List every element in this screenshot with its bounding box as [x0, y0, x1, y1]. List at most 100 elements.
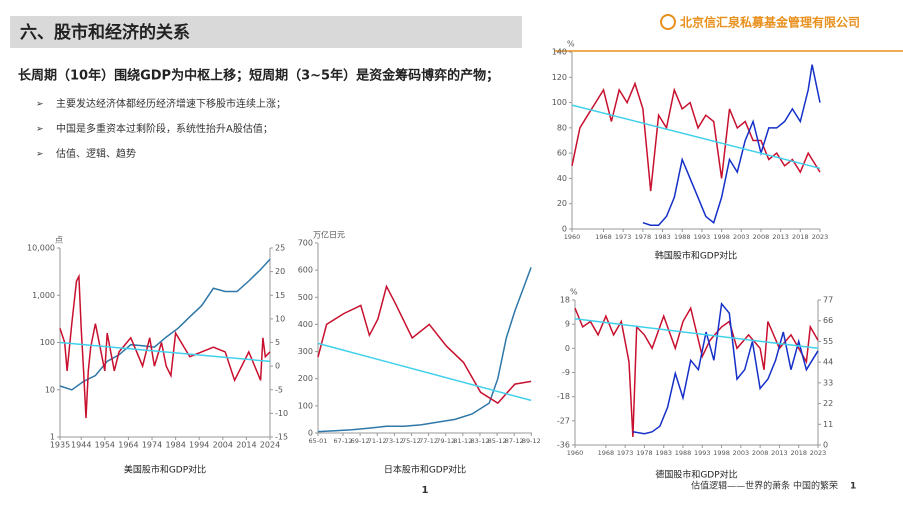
chart-caption: 美国股市和GDP对比	[124, 464, 206, 476]
y2-tick-label: 22	[823, 399, 833, 408]
y2-tick-label: -15	[275, 433, 288, 442]
x-tick-label: 2008	[752, 449, 769, 457]
series-line	[642, 64, 821, 226]
x-tick-label: 73-12	[385, 437, 404, 445]
x-tick-label: 1935	[50, 441, 70, 450]
series-line	[59, 273, 271, 419]
x-tick-label: 1944	[71, 441, 91, 450]
x-tick-label: 67-12	[334, 437, 353, 445]
x-tick-label: 2018	[792, 233, 809, 241]
y-axis-label: 万亿日元	[313, 230, 345, 240]
series-line	[59, 341, 271, 363]
x-tick-label: 1978	[636, 449, 653, 457]
x-tick-label: 1964	[118, 441, 138, 450]
y-tick-label: 600	[298, 266, 313, 275]
x-tick-label: 1960	[567, 449, 584, 457]
title-bar	[10, 16, 522, 48]
x-tick-label: 1978	[635, 233, 652, 241]
y2-tick-label: 0	[823, 441, 828, 450]
x-tick-label: 2013	[772, 233, 789, 241]
y2-tick-label: -10	[275, 409, 288, 418]
x-tick-label: 1988	[674, 233, 691, 241]
chart-caption: 德国股市和GDP对比	[655, 469, 737, 481]
slide-title: 六、股市和经济的关系	[20, 22, 190, 43]
series-line	[317, 284, 532, 405]
y2-tick-label: -5	[275, 385, 283, 394]
y2-tick-label: 25	[275, 244, 285, 253]
logo-mark	[660, 14, 676, 30]
x-tick-label: 1998	[713, 233, 730, 241]
y-tick-label: 10,000	[27, 244, 55, 253]
x-tick-label: 1993	[694, 449, 711, 457]
y-tick-label: 0	[308, 429, 313, 438]
chart-caption: 韩国股市和GDP对比	[655, 250, 737, 262]
x-tick-label: 89-12	[522, 437, 541, 445]
x-tick-label: 1968	[595, 233, 612, 241]
series-line	[317, 267, 532, 433]
x-tick-label: 2008	[753, 233, 770, 241]
x-tick-label: 2023	[810, 449, 827, 457]
y-tick-label: 200	[298, 374, 313, 383]
x-tick-label: 1994	[189, 441, 209, 450]
y2-tick-label: 33	[823, 378, 833, 387]
x-tick-label: 1983	[655, 449, 672, 457]
x-tick-label: 1954	[95, 441, 115, 450]
x-tick-label: 69-12	[351, 437, 370, 445]
y2-tick-label: 10	[275, 314, 285, 323]
x-tick-label: 1974	[142, 441, 162, 450]
y-tick-label: 100	[552, 98, 567, 107]
x-tick-label: 2003	[733, 449, 750, 457]
bullet-arrow: ➢	[36, 125, 44, 135]
x-tick-label: 71-12	[368, 437, 387, 445]
y2-tick-label: 5	[275, 338, 280, 347]
y-tick-label: 80	[557, 123, 567, 132]
y2-tick-label: 66	[823, 316, 833, 325]
y-tick-label: 300	[298, 347, 313, 356]
y-tick-label: -36	[557, 441, 570, 450]
x-tick-label: 1988	[675, 449, 692, 457]
x-tick-label: 2013	[771, 449, 788, 457]
x-tick-label: 85-12	[488, 437, 507, 445]
x-tick-label: 1984	[165, 441, 185, 450]
bullet-arrow: ➢	[36, 150, 44, 160]
y2-tick-label: 77	[823, 296, 833, 305]
y-axis-label: %	[567, 40, 575, 49]
x-tick-label: 1973	[615, 233, 632, 241]
series-line	[317, 342, 532, 402]
y-tick-label: 1	[50, 433, 55, 442]
x-tick-label: 77-12	[419, 437, 438, 445]
y-tick-label: 40	[557, 174, 567, 183]
y-tick-label: 1,000	[32, 291, 55, 300]
y-tick-label: 18	[560, 296, 570, 305]
x-tick-label: 87-12	[505, 437, 524, 445]
y-axis-label: 点	[55, 236, 63, 245]
heading: 长周期（10年）围绕GDP为中枢上移；短周期（3~5年）是资金筹码博弈的产物；	[18, 68, 499, 84]
y2-tick-label: 55	[823, 337, 833, 346]
x-tick-label: 1998	[713, 449, 730, 457]
y-tick-label: 60	[557, 149, 567, 158]
y2-tick-label: 11	[823, 420, 833, 429]
page-number: 1	[850, 482, 856, 492]
y-tick-label: 400	[298, 320, 313, 329]
y-tick-label: 500	[298, 293, 313, 302]
x-tick-label: 1993	[694, 233, 711, 241]
x-tick-label: 2004	[213, 441, 233, 450]
y-tick-label: 9	[565, 320, 570, 329]
chart-caption: 日本股市和GDP对比	[384, 464, 466, 476]
y-tick-label: 0	[562, 225, 567, 234]
x-tick-label: 1968	[598, 449, 615, 457]
y-tick-label: -9	[562, 368, 570, 377]
y-tick-label: -18	[557, 392, 570, 401]
x-tick-label: 2014	[236, 441, 256, 450]
y-tick-label: 0	[565, 344, 570, 353]
x-tick-label: 75-12	[402, 437, 421, 445]
y-tick-label: 100	[40, 338, 55, 347]
x-tick-label: 2018	[790, 449, 807, 457]
x-tick-label: 1973	[617, 449, 634, 457]
series-line	[632, 301, 819, 435]
y-tick-label: 700	[298, 239, 313, 248]
bullet: 估值、逻辑、趋势	[56, 147, 136, 160]
bullet: 主要发达经济体都经历经济增速下移股市连续上涨；	[56, 97, 286, 110]
company-name: 北京信汇泉私募基金管理有限公司	[680, 15, 860, 30]
